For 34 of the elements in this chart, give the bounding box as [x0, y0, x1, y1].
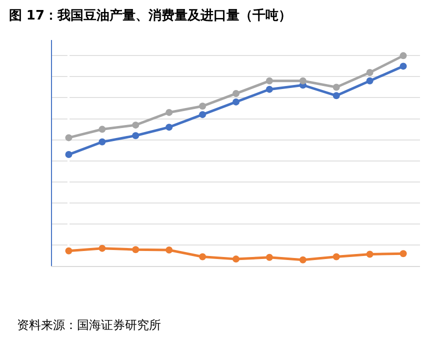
point — [266, 86, 273, 93]
text: 资料来源：国海证券研究所 — [17, 318, 161, 332]
point — [65, 134, 72, 142]
point — [199, 102, 206, 110]
point — [166, 124, 173, 131]
point — [332, 84, 340, 91]
point — [98, 244, 106, 252]
point — [199, 111, 206, 118]
point — [232, 90, 240, 98]
point — [132, 132, 140, 140]
point — [299, 77, 306, 84]
point — [266, 254, 273, 261]
point — [400, 62, 407, 70]
point — [65, 247, 72, 254]
point — [366, 77, 374, 84]
point — [299, 256, 306, 264]
point — [266, 77, 273, 84]
point — [332, 92, 340, 100]
point — [400, 250, 407, 258]
point — [199, 253, 206, 260]
point — [132, 246, 140, 254]
point — [98, 126, 106, 133]
point — [366, 69, 374, 76]
chart-title: 图 17：我国豆油产量、消费量及进口量（千吨） — [8, 7, 292, 24]
point — [332, 253, 340, 260]
point — [166, 108, 173, 116]
point — [65, 151, 72, 158]
point — [400, 52, 407, 60]
point — [232, 98, 240, 106]
point — [232, 256, 240, 263]
point — [98, 138, 106, 146]
point — [366, 250, 374, 258]
point — [132, 122, 140, 129]
point — [166, 246, 173, 254]
